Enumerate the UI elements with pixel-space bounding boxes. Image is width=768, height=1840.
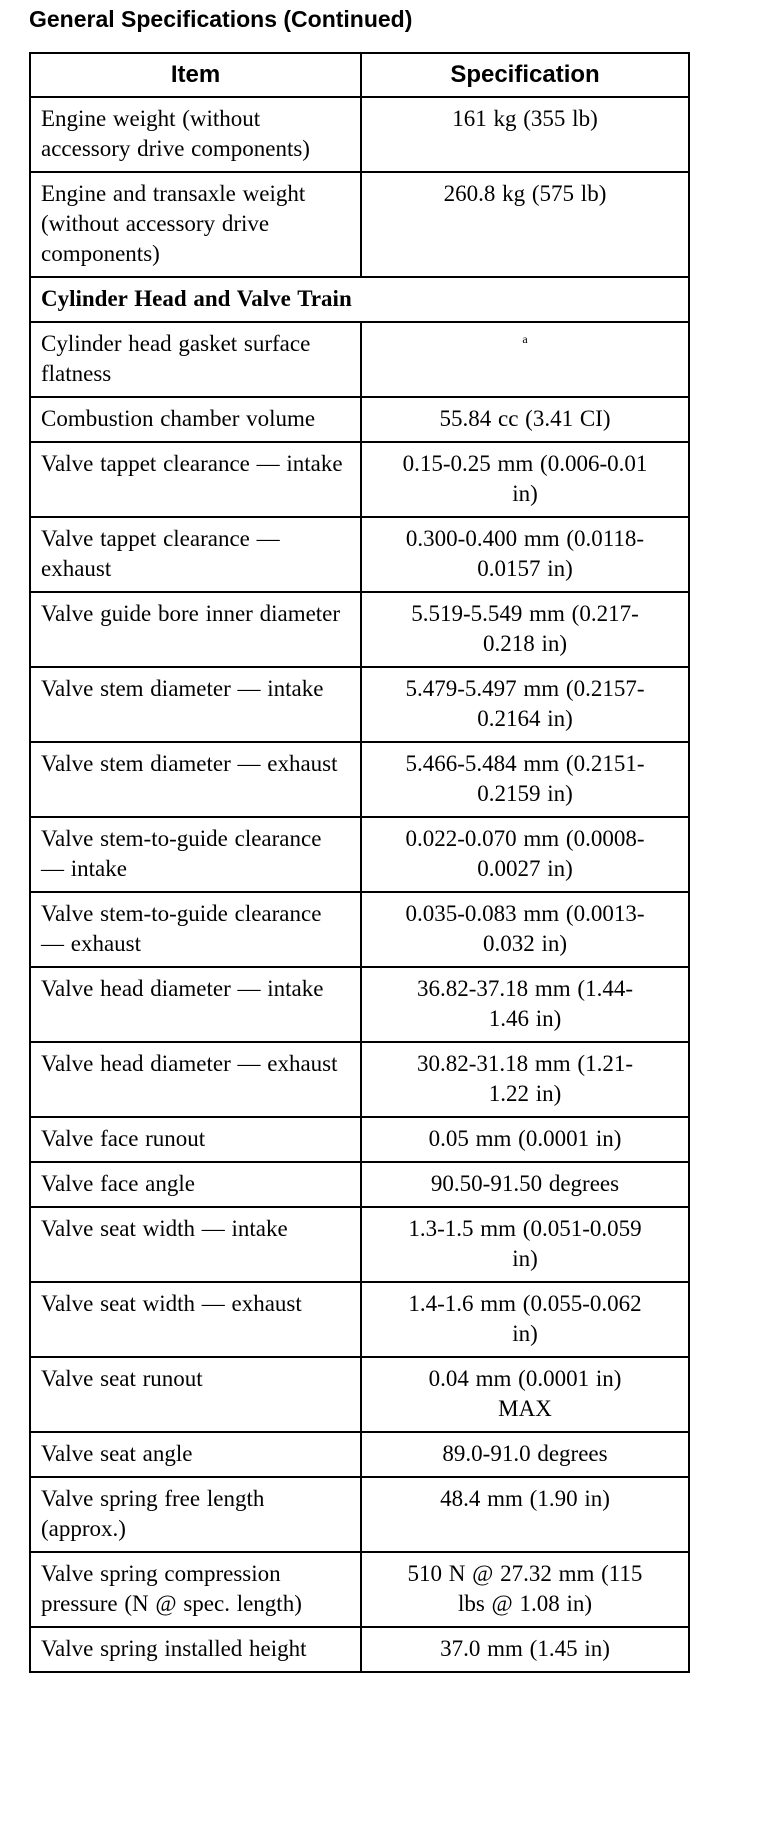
spec-cell: 161 kg (355 lb) <box>360 96 690 173</box>
column-header: Specification <box>360 52 690 98</box>
spec-cell: 55.84 cc (3.41 CI) <box>360 396 690 443</box>
spec-cell: 0.04 mm (0.0001 in) MAX <box>360 1356 690 1433</box>
spec-text: 0.05 mm (0.0001 in) <box>428 1126 622 1151</box>
spec-cell: 0.035-0.083 mm (0.0013-0.032 in) <box>360 891 690 968</box>
spec-table: Item Specification Engine weight (without … <box>29 52 690 1673</box>
item-cell: Valve spring installed height <box>29 1626 362 1673</box>
spec-text: 30.82-31.18 mm (1.21-1.22 in) <box>416 1051 633 1106</box>
title: General Specifications (Continued) <box>29 6 413 32</box>
item-cell: Valve head diameter — intake <box>29 966 362 1043</box>
spec-text: 260.8 kg (575 lb) <box>443 181 607 206</box>
spec-text: 0.04 mm (0.0001 in) MAX <box>428 1366 622 1421</box>
spec-text: 89.0-91.0 degrees <box>442 1441 608 1466</box>
spec-text: 90.50-91.50 degrees <box>430 1171 620 1196</box>
item-cell: Valve face runout <box>29 1116 362 1163</box>
item-cell: Engine weight (without accessory drive c… <box>29 96 362 173</box>
spec-text: 55.84 cc (3.41 CI) <box>439 406 611 431</box>
spec-text: 0.15-0.25 mm (0.006-0.01 in) <box>402 451 648 506</box>
table-row: Valve head diameter — exhaust 30.82-31.18… <box>29 1041 690 1118</box>
section-header: Cylinder Head and Valve Train <box>29 276 690 323</box>
item-cell: Valve tappet clearance — intake <box>29 441 362 518</box>
spec-text: 510 N @ 27.32 mm (115 lbs @ 1.08 in) <box>407 1561 643 1616</box>
spec-text: 5.519-5.549 mm (0.217-0.218 in) <box>411 601 639 656</box>
table-row: Valve spring installed height 37.0 mm (1.… <box>29 1626 690 1673</box>
table-row: Engine weight (without accessory drive c… <box>29 96 690 173</box>
spec-text: 0.022-0.070 mm (0.0008-0.0027 in) <box>405 826 645 881</box>
table-row: Valve guide bore inner diameter 5.519-5.5… <box>29 591 690 668</box>
item-cell: Valve stem diameter — intake <box>29 666 362 743</box>
spec-cell: 37.0 mm (1.45 in) <box>360 1626 690 1673</box>
table-row: Cylinder Head and Valve Train <box>29 276 690 323</box>
item-cell: Valve face angle <box>29 1161 362 1208</box>
spec-cell: 0.15-0.25 mm (0.006-0.01 in) <box>360 441 690 518</box>
header-row: Item Specification <box>29 52 690 98</box>
item-cell: Combustion chamber volume <box>29 396 362 443</box>
spec-text: 5.466-5.484 mm (0.2151-0.2159 in) <box>405 751 645 806</box>
table-row: Valve tappet clearance — exhaust 0.300-0.… <box>29 516 690 593</box>
table-row: Valve seat width — exhaust 1.4-1.6 mm (0.… <box>29 1281 690 1358</box>
spec-text: 36.82-37.18 mm (1.44-1.46 in) <box>416 976 633 1031</box>
spec-cell: 48.4 mm (1.90 in) <box>360 1476 690 1553</box>
item-cell: Engine and transaxle weight (without acc… <box>29 171 362 278</box>
spec-cell: 36.82-37.18 mm (1.44-1.46 in) <box>360 966 690 1043</box>
item-cell: Valve seat width — intake <box>29 1206 362 1283</box>
item-cell: Valve seat width — exhaust <box>29 1281 362 1358</box>
item-cell: Valve stem diameter — exhaust <box>29 741 362 818</box>
item-cell: Valve seat angle <box>29 1431 362 1478</box>
item-cell: Valve spring compression pressure (N @ s… <box>29 1551 362 1628</box>
spec-cell: a <box>360 321 690 398</box>
spec-cell: 510 N @ 27.32 mm (115 lbs @ 1.08 in) <box>360 1551 690 1628</box>
table-row: Valve seat width — intake 1.3-1.5 mm (0.0… <box>29 1206 690 1283</box>
spec-text: 161 kg (355 lb) <box>452 106 598 131</box>
table-row: Combustion chamber volume 55.84 cc (3.41 … <box>29 396 690 443</box>
table-row: Valve face angle 90.50-91.50 degrees <box>29 1161 690 1208</box>
table-row: Cylinder head gasket surface flatness a <box>29 321 690 398</box>
spec-cell: 0.05 mm (0.0001 in) <box>360 1116 690 1163</box>
item-cell: Valve stem-to-guide clearance — intake <box>29 816 362 893</box>
item-cell: Valve spring free length (approx.) <box>29 1476 362 1553</box>
spec-cell: 5.479-5.497 mm (0.2157-0.2164 in) <box>360 666 690 743</box>
item-cell: Cylinder head gasket surface flatness <box>29 321 362 398</box>
item-cell: Valve tappet clearance — exhaust <box>29 516 362 593</box>
item-cell: Valve guide bore inner diameter <box>29 591 362 668</box>
spec-text: 1.3-1.5 mm (0.051-0.059 in) <box>408 1216 642 1271</box>
item-cell: Valve head diameter — exhaust <box>29 1041 362 1118</box>
table-row: Valve stem-to-guide clearance — exhaust 0… <box>29 891 690 968</box>
spec-cell: 0.022-0.070 mm (0.0008-0.0027 in) <box>360 816 690 893</box>
table-row: Valve tappet clearance — intake 0.15-0.25… <box>29 441 690 518</box>
spec-cell: 90.50-91.50 degrees <box>360 1161 690 1208</box>
column-header: Item <box>29 52 362 98</box>
table-row: Valve spring free length (approx.) 48.4 m… <box>29 1476 690 1553</box>
item-cell: Valve stem-to-guide clearance — exhaust <box>29 891 362 968</box>
spec-cell: 5.466-5.484 mm (0.2151-0.2159 in) <box>360 741 690 818</box>
spec-text: 37.0 mm (1.45 in) <box>440 1636 610 1661</box>
spec-text: 48.4 mm (1.90 in) <box>440 1486 610 1511</box>
table-row: Valve spring compression pressure (N @ s… <box>29 1551 690 1628</box>
spec-text: 1.4-1.6 mm (0.055-0.062 in) <box>408 1291 642 1346</box>
table-row: Valve face runout 0.05 mm (0.0001 in) <box>29 1116 690 1163</box>
table-row: Valve stem-to-guide clearance — intake 0.… <box>29 816 690 893</box>
spec-text: a <box>522 332 528 346</box>
spec-cell: 1.4-1.6 mm (0.055-0.062 in) <box>360 1281 690 1358</box>
spec-text: 0.300-0.400 mm (0.0118-0.0157 in) <box>405 526 645 581</box>
spec-cell: 5.519-5.549 mm (0.217-0.218 in) <box>360 591 690 668</box>
spec-cell: 1.3-1.5 mm (0.051-0.059 in) <box>360 1206 690 1283</box>
table-row: Engine and transaxle weight (without acc… <box>29 171 690 278</box>
spec-text: 0.035-0.083 mm (0.0013-0.032 in) <box>405 901 645 956</box>
spec-text: 5.479-5.497 mm (0.2157-0.2164 in) <box>405 676 645 731</box>
spec-cell: 89.0-91.0 degrees <box>360 1431 690 1478</box>
table-row: Valve stem diameter — intake 5.479-5.497 … <box>29 666 690 743</box>
item-cell: Valve seat runout <box>29 1356 362 1433</box>
table-row: Valve seat angle 89.0-91.0 degrees <box>29 1431 690 1478</box>
spec-cell: 0.300-0.400 mm (0.0118-0.0157 in) <box>360 516 690 593</box>
table-row: Valve stem diameter — exhaust 5.466-5.484… <box>29 741 690 818</box>
table-row: Valve head diameter — intake 36.82-37.18 … <box>29 966 690 1043</box>
spec-cell: 30.82-31.18 mm (1.21-1.22 in) <box>360 1041 690 1118</box>
table-row: Valve seat runout 0.04 mm (0.0001 in) MAX <box>29 1356 690 1433</box>
spec-cell: 260.8 kg (575 lb) <box>360 171 690 278</box>
